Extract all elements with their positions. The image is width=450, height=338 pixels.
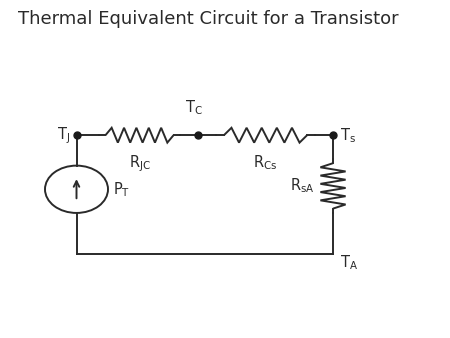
Text: R$_\mathregular{Cs}$: R$_\mathregular{Cs}$ <box>253 154 278 172</box>
Text: Thermal Equivalent Circuit for a Transistor: Thermal Equivalent Circuit for a Transis… <box>18 10 399 28</box>
Text: T$_\mathregular{J}$: T$_\mathregular{J}$ <box>57 125 70 145</box>
Text: P$_\mathregular{T}$: P$_\mathregular{T}$ <box>113 180 130 199</box>
Text: R$_\mathregular{sA}$: R$_\mathregular{sA}$ <box>290 176 315 195</box>
Text: R$_\mathregular{JC}$: R$_\mathregular{JC}$ <box>129 154 150 174</box>
Text: T$_\mathregular{s}$: T$_\mathregular{s}$ <box>340 126 356 145</box>
Text: T$_\mathregular{C}$: T$_\mathregular{C}$ <box>184 98 202 117</box>
Text: T$_\mathregular{A}$: T$_\mathregular{A}$ <box>340 254 358 272</box>
